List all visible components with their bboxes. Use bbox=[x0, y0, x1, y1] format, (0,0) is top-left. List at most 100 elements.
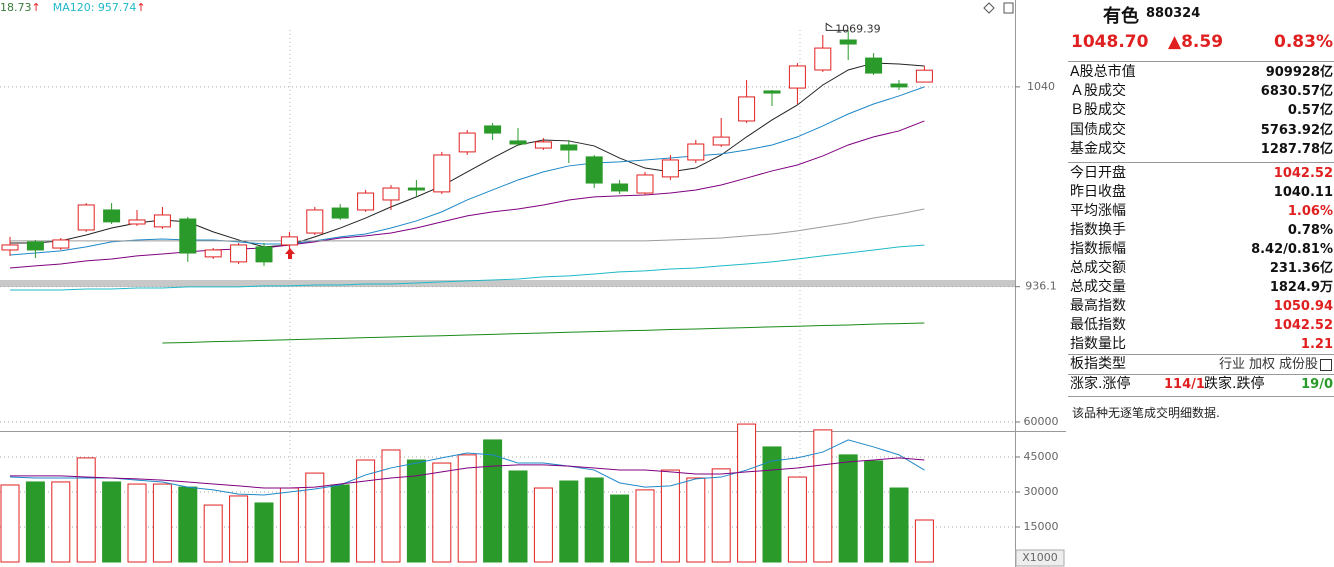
index-name: 有色 bbox=[1103, 6, 1139, 27]
tool-icon[interactable] bbox=[983, 2, 995, 14]
info-value: 6830.57亿 bbox=[1260, 83, 1333, 99]
info-value: 1.06% bbox=[1287, 203, 1333, 219]
volume-bar bbox=[787, 476, 807, 563]
ma-header-text: MA120: 957.74 bbox=[53, 1, 137, 14]
info-label: A股总市值 bbox=[1070, 63, 1136, 80]
divider bbox=[1068, 61, 1334, 62]
info-value: 5763.92亿 bbox=[1260, 122, 1333, 138]
info-value: 1040.11 bbox=[1273, 184, 1333, 200]
candle-body bbox=[331, 207, 349, 219]
volume-bar bbox=[406, 459, 426, 563]
info-label: 指数振幅 bbox=[1070, 240, 1126, 257]
info-row: 平均涨幅 1.06% bbox=[1068, 202, 1334, 221]
volume-bar bbox=[102, 481, 122, 563]
updown-value: 114/1 bbox=[1164, 377, 1205, 392]
max-marker bbox=[825, 22, 849, 31]
y-tick-label: 15000 bbox=[1024, 520, 1059, 533]
type-value: 成份股 bbox=[1278, 357, 1318, 372]
volume-bar bbox=[737, 423, 757, 563]
volume-bar bbox=[686, 477, 706, 563]
candle-body bbox=[611, 183, 629, 192]
candle-body bbox=[865, 57, 883, 74]
candle-body bbox=[839, 39, 857, 45]
ma-line bbox=[9, 120, 925, 269]
volume-bar bbox=[559, 480, 579, 563]
volume-bar bbox=[0, 484, 20, 563]
volume-bar bbox=[432, 462, 452, 563]
volume-bar bbox=[711, 468, 731, 563]
volume-bar bbox=[152, 483, 172, 563]
volume-bar bbox=[178, 486, 198, 563]
tool-icon[interactable] bbox=[1003, 2, 1014, 14]
note: 该品种无逐笔成交明细数据. bbox=[1072, 406, 1220, 420]
candle-body bbox=[230, 244, 248, 263]
candle-body bbox=[306, 209, 324, 234]
info-row: 总成交量 1824.9万 bbox=[1068, 278, 1334, 297]
updown-label: 涨家.涨停 bbox=[1070, 376, 1131, 392]
candle-body bbox=[407, 187, 425, 191]
axis-break bbox=[0, 280, 1015, 287]
type-value: 加权 bbox=[1248, 357, 1275, 372]
volume-bar bbox=[533, 487, 553, 563]
updown-label: 跌家.跌停 bbox=[1204, 376, 1265, 392]
info-label: 国债成交 bbox=[1070, 121, 1126, 138]
ma-header: 18.73↑ MA120: 957.74↑ bbox=[0, 1, 146, 14]
divider bbox=[1068, 162, 1334, 163]
ma-line bbox=[162, 322, 925, 344]
info-value: 8.42/0.81% bbox=[1251, 241, 1333, 257]
info-value: 1287.78亿 bbox=[1260, 142, 1333, 158]
candle-body bbox=[280, 236, 298, 246]
info-label: 最高指数 bbox=[1070, 298, 1126, 315]
y-tick-label: 30000 bbox=[1024, 485, 1059, 498]
info-label: 总成交量 bbox=[1070, 279, 1126, 296]
info-label: 今日开盘 bbox=[1070, 164, 1126, 181]
info-value: 0.57亿 bbox=[1287, 103, 1333, 119]
info-row: 指数量比 1.21 bbox=[1068, 335, 1334, 354]
price: 1048.70 bbox=[1071, 32, 1149, 52]
info-row: 今日开盘 1042.52 bbox=[1068, 164, 1334, 183]
volume-bar bbox=[762, 446, 782, 563]
info-label: 板指类型 bbox=[1070, 356, 1126, 372]
volume-bar bbox=[254, 502, 274, 563]
candle-body bbox=[484, 125, 502, 134]
info-row: 最高指数 1050.94 bbox=[1068, 297, 1334, 316]
candle-body bbox=[661, 159, 679, 178]
unit-label: X1000 bbox=[1022, 551, 1058, 564]
candle-body bbox=[687, 143, 705, 161]
candle-body bbox=[890, 83, 908, 88]
info-value: 1824.9万 bbox=[1269, 280, 1333, 296]
info-label: Ｂ股成交 bbox=[1070, 102, 1126, 119]
info-value: 0.78% bbox=[1287, 222, 1333, 238]
info-label: 指数换手 bbox=[1070, 221, 1126, 238]
candle-body bbox=[103, 209, 121, 223]
ma-line bbox=[10, 208, 925, 242]
volume-bar bbox=[889, 487, 909, 563]
candle-body bbox=[77, 204, 95, 231]
info-label: 昨日收盘 bbox=[1070, 183, 1126, 200]
candle-body bbox=[788, 65, 806, 89]
volume-bar bbox=[508, 470, 528, 563]
candle-body bbox=[1, 244, 19, 251]
ma-header-arrow: ↑ bbox=[32, 1, 41, 14]
info-row: 总成交额 231.36亿 bbox=[1068, 259, 1334, 278]
y-tick-label: 45000 bbox=[1024, 450, 1059, 463]
volume-bar bbox=[864, 460, 884, 563]
info-value: 909928亿 bbox=[1265, 64, 1333, 80]
updown-value: 19/0 bbox=[1301, 377, 1333, 392]
info-value: 1042.52 bbox=[1273, 165, 1333, 181]
y-tick-label: 936.1 bbox=[1025, 280, 1057, 293]
change: ▲8.59 bbox=[1168, 32, 1224, 52]
info-value: 1050.94 bbox=[1273, 299, 1333, 315]
candle-body bbox=[382, 187, 400, 201]
volume-bar bbox=[356, 459, 376, 563]
percent: 0.83% bbox=[1274, 32, 1333, 52]
ma-header-arrow: ↑ bbox=[136, 1, 145, 14]
info-row: 涨家.涨停 114/1 跌家.跌停 19/0 bbox=[1068, 375, 1334, 394]
info-row: 指数振幅 8.42/0.81% bbox=[1068, 240, 1334, 259]
type-values: 行业 加权 成份股 bbox=[1215, 355, 1318, 374]
candle-body bbox=[585, 156, 603, 184]
info-row: 板指类型 行业 加权 成份股 bbox=[1068, 355, 1334, 374]
info-row: Ｂ股成交 0.57亿 bbox=[1068, 101, 1334, 120]
info-row: 最低指数 1042.52 bbox=[1068, 316, 1334, 335]
